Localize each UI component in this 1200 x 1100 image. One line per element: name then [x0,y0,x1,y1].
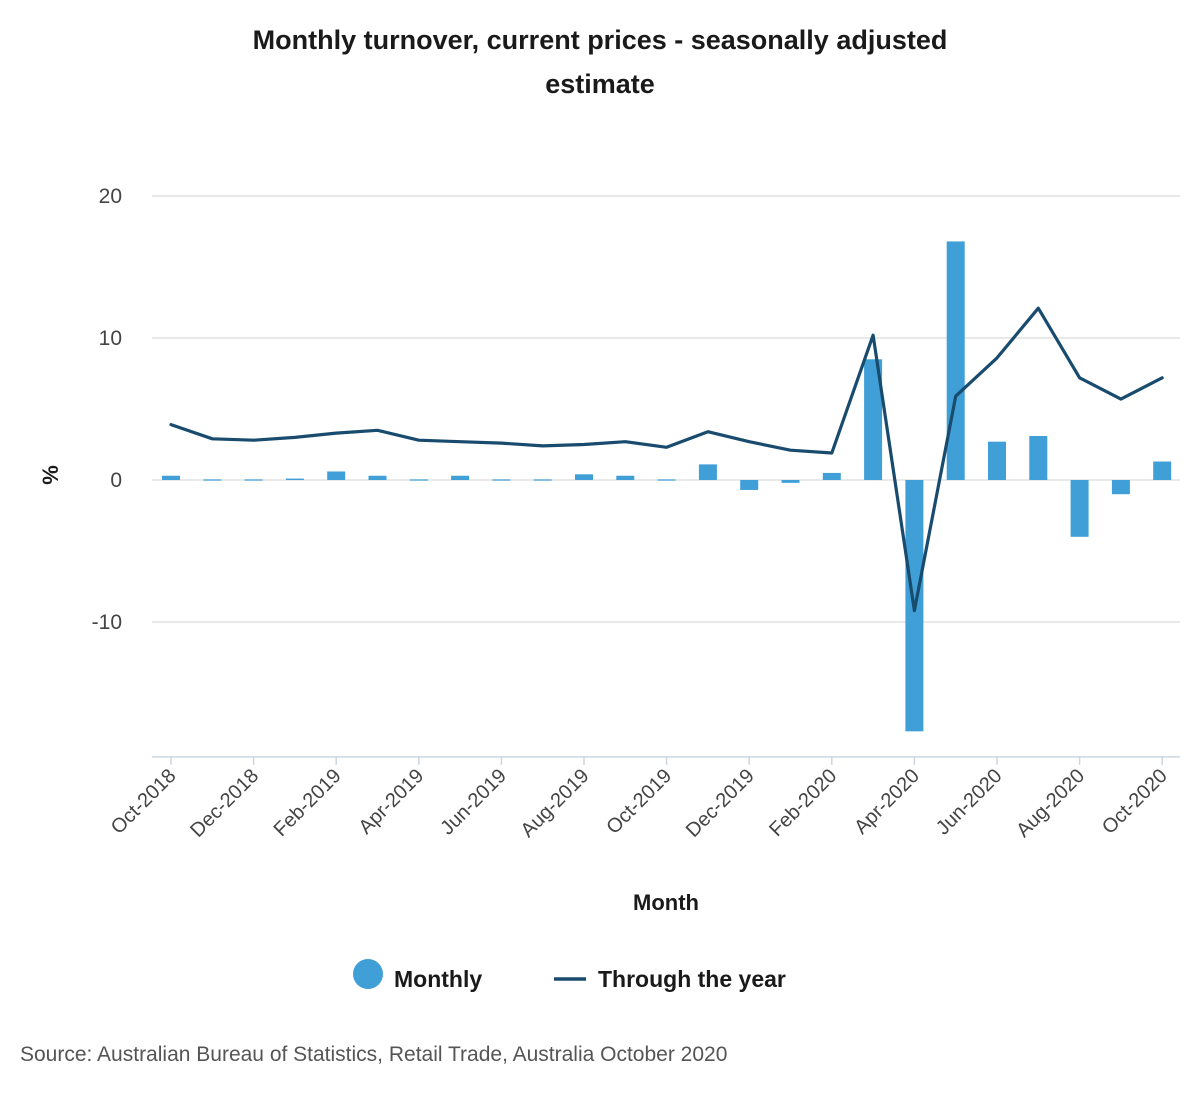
x-tick-label: Apr-2019 [355,765,429,839]
bar-monthly-Mar-2019[interactable] [368,475,387,480]
point-through-the-year-Dec-2019[interactable] [747,440,751,444]
bar-monthly-Nov-2018[interactable] [203,479,222,481]
x-tick-label: Feb-2020 [765,765,841,841]
chart-title-line-2: estimate [545,69,655,99]
point-through-the-year-Aug-2020[interactable] [1078,376,1082,380]
x-tick-label: Jun-2020 [932,765,1007,840]
y-tick-label: 0 [110,469,122,492]
point-through-the-year-Jul-2020[interactable] [1036,306,1040,310]
point-through-the-year-May-2019[interactable] [458,440,462,444]
bar-monthly-Feb-2019[interactable] [327,471,346,480]
monthly-bars [162,241,1172,732]
x-tick-label: Jun-2019 [436,765,511,840]
chart-title-line-1: Monthly turnover, current prices - seaso… [253,25,948,55]
bar-monthly-Jul-2019[interactable] [533,479,552,481]
bar-monthly-Oct-2020[interactable] [1153,461,1172,480]
point-through-the-year-Apr-2020[interactable] [912,609,916,613]
y-tick-label: -10 [92,611,122,634]
x-tick-label: Dec-2019 [682,765,759,842]
x-tick-label: Feb-2019 [270,765,346,841]
legend-item-monthly[interactable]: Monthly [353,959,482,992]
y-tick-label: 20 [99,185,122,208]
point-through-the-year-Mar-2020[interactable] [871,333,875,337]
bar-monthly-May-2019[interactable] [451,475,470,480]
y-axis-ticks: 20 10 0 -10 [92,185,122,634]
bar-monthly-Jun-2019[interactable] [492,479,511,481]
bar-monthly-Feb-2020[interactable] [822,472,841,480]
x-tick-label: Aug-2020 [1012,765,1089,842]
point-through-the-year-Oct-2018[interactable] [169,423,173,427]
x-tick-label: Dec-2018 [186,765,263,842]
point-through-the-year-Oct-2019[interactable] [665,445,669,449]
point-through-the-year-Jul-2019[interactable] [541,444,545,448]
bar-monthly-Oct-2018[interactable] [162,475,180,480]
legend-through-the-year-label: Through the year [598,966,786,992]
bar-monthly-Dec-2019[interactable] [740,480,759,490]
y-tick-label: 10 [99,327,122,350]
point-through-the-year-Jun-2020[interactable] [995,356,999,360]
bar-monthly-Oct-2019[interactable] [657,479,676,481]
gridlines [152,195,1180,623]
point-through-the-year-Nov-2018[interactable] [210,437,214,441]
point-through-the-year-May-2020[interactable] [954,394,958,398]
legend-item-through-the-year[interactable]: Through the year [554,966,786,992]
x-tick-label: Oct-2020 [1098,765,1172,839]
point-through-the-year-Jun-2019[interactable] [499,441,503,445]
y-axis-label: % [38,465,63,485]
through-the-year-line [169,306,1164,613]
bar-monthly-Jun-2020[interactable] [988,441,1006,480]
point-through-the-year-Apr-2019[interactable] [417,438,421,442]
legend: Monthly Through the year [353,959,786,992]
point-through-the-year-Dec-2018[interactable] [252,438,256,442]
point-through-the-year-Jan-2019[interactable] [293,435,297,439]
legend-monthly-marker [353,959,383,989]
point-through-the-year-Sep-2020[interactable] [1119,397,1123,401]
x-tick-label: Apr-2020 [850,765,924,839]
point-through-the-year-Nov-2019[interactable] [706,430,710,434]
point-through-the-year-Mar-2019[interactable] [376,428,380,432]
x-tick-label: Oct-2018 [107,765,181,839]
bar-monthly-Nov-2019[interactable] [698,464,717,480]
bar-monthly-Jan-2019[interactable] [285,478,304,480]
x-tick-label: Oct-2019 [602,765,676,839]
bar-monthly-Apr-2019[interactable] [409,479,428,481]
bar-monthly-Mar-2020[interactable] [864,359,883,480]
bar-monthly-Dec-2018[interactable] [244,479,263,481]
source-note: Source: Australian Bureau of Statistics,… [20,1043,727,1066]
x-tick-label: Aug-2019 [517,765,594,842]
series-line-through-the-year[interactable] [169,306,1164,613]
point-through-the-year-Oct-2020[interactable] [1160,376,1164,380]
legend-monthly-label: Monthly [394,966,482,992]
bar-monthly-Sep-2019[interactable] [616,475,635,480]
bar-monthly-Sep-2020[interactable] [1111,480,1130,495]
bar-monthly-Jan-2020[interactable] [781,480,800,483]
point-through-the-year-Feb-2019[interactable] [334,431,338,435]
point-through-the-year-Feb-2020[interactable] [830,451,834,455]
point-through-the-year-Sep-2019[interactable] [623,440,627,444]
bar-monthly-May-2020[interactable] [946,241,965,480]
bar-monthly-Aug-2019[interactable] [575,474,593,480]
point-through-the-year-Jan-2020[interactable] [789,448,793,452]
x-axis-label: Month [633,890,699,915]
x-axis-ticks: Oct-2018 Dec-2018 Feb-2019 Apr-2019 Jun-2019… [107,756,1172,842]
bar-monthly-Aug-2020[interactable] [1070,480,1089,537]
point-through-the-year-Aug-2019[interactable] [582,443,586,447]
bar-monthly-Jul-2020[interactable] [1029,435,1048,480]
